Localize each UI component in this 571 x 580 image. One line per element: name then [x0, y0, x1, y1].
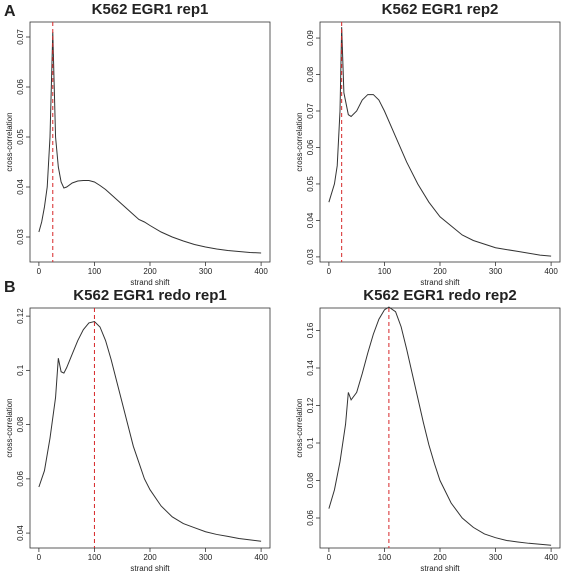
- x-tick-label: 0: [37, 267, 42, 276]
- y-tick-label: 0.07: [306, 103, 315, 119]
- plot-frame: [319, 21, 561, 263]
- x-tick-label: 400: [254, 267, 268, 276]
- x-tick-label: 400: [544, 267, 558, 276]
- y-axis-label: cross-correlation: [295, 112, 304, 171]
- x-tick-label: 400: [254, 553, 268, 562]
- y-tick-label: 0.06: [306, 510, 315, 526]
- chart-title: K562 EGR1 redo rep1: [73, 287, 226, 304]
- x-tick-label: 300: [199, 553, 213, 562]
- data-line: [38, 321, 262, 542]
- y-tick-label: 0.08: [306, 472, 315, 488]
- y-tick-label: 0.09: [306, 30, 315, 46]
- x-tick-label: 100: [378, 267, 392, 276]
- chart-title: K562 EGR1 rep1: [92, 1, 209, 18]
- x-tick-label: 400: [544, 553, 558, 562]
- x-axis-label: strand shift: [420, 564, 460, 573]
- y-tick-label: 0.1: [306, 437, 315, 449]
- x-axis-label: strand shift: [130, 278, 170, 287]
- x-tick-label: 200: [143, 267, 157, 276]
- y-tick-label: 0.06: [16, 79, 25, 95]
- x-tick-label: 100: [88, 267, 102, 276]
- x-tick-label: 200: [433, 553, 447, 562]
- x-tick-label: 0: [37, 553, 42, 562]
- y-tick-label: 0.06: [16, 471, 25, 487]
- y-tick-label: 0.04: [306, 212, 315, 228]
- y-tick-label: 0.03: [306, 249, 315, 265]
- y-tick-label: 0.05: [16, 129, 25, 145]
- x-axis-label: strand shift: [130, 564, 170, 573]
- y-axis-label: cross-correlation: [295, 398, 304, 457]
- plot-frame: [29, 307, 271, 549]
- y-tick-label: 0.08: [306, 66, 315, 82]
- x-tick-label: 100: [88, 553, 102, 562]
- x-axis-label: strand shift: [420, 278, 460, 287]
- y-tick-label: 0.14: [306, 360, 315, 376]
- y-tick-label: 0.04: [16, 525, 25, 541]
- chart-title: K562 EGR1 redo rep2: [363, 287, 516, 304]
- y-tick-label: 0.07: [16, 29, 25, 45]
- x-tick-label: 200: [143, 553, 157, 562]
- y-tick-label: 0.1: [16, 364, 25, 376]
- x-tick-label: 100: [378, 553, 392, 562]
- y-tick-label: 0.04: [16, 179, 25, 195]
- x-tick-label: 0: [327, 553, 332, 562]
- y-axis-label: cross-correlation: [5, 398, 14, 457]
- y-tick-label: 0.12: [306, 397, 315, 413]
- x-tick-label: 300: [489, 553, 503, 562]
- plot-frame: [319, 307, 561, 549]
- y-tick-label: 0.05: [306, 176, 315, 192]
- y-tick-label: 0.06: [306, 139, 315, 155]
- panel-label: A: [4, 3, 16, 20]
- y-tick-label: 0.08: [16, 416, 25, 432]
- data-line: [328, 306, 552, 546]
- x-tick-label: 300: [199, 267, 213, 276]
- x-tick-label: 200: [433, 267, 447, 276]
- y-tick-label: 0.16: [306, 322, 315, 338]
- data-line: [38, 31, 262, 254]
- y-tick-label: 0.03: [16, 229, 25, 245]
- y-axis-label: cross-correlation: [5, 112, 14, 171]
- data-line: [328, 27, 552, 257]
- y-tick-label: 0.12: [16, 308, 25, 324]
- panel-label: B: [4, 279, 16, 296]
- x-tick-label: 300: [489, 267, 503, 276]
- chart-title: K562 EGR1 rep2: [382, 1, 499, 18]
- x-tick-label: 0: [327, 267, 332, 276]
